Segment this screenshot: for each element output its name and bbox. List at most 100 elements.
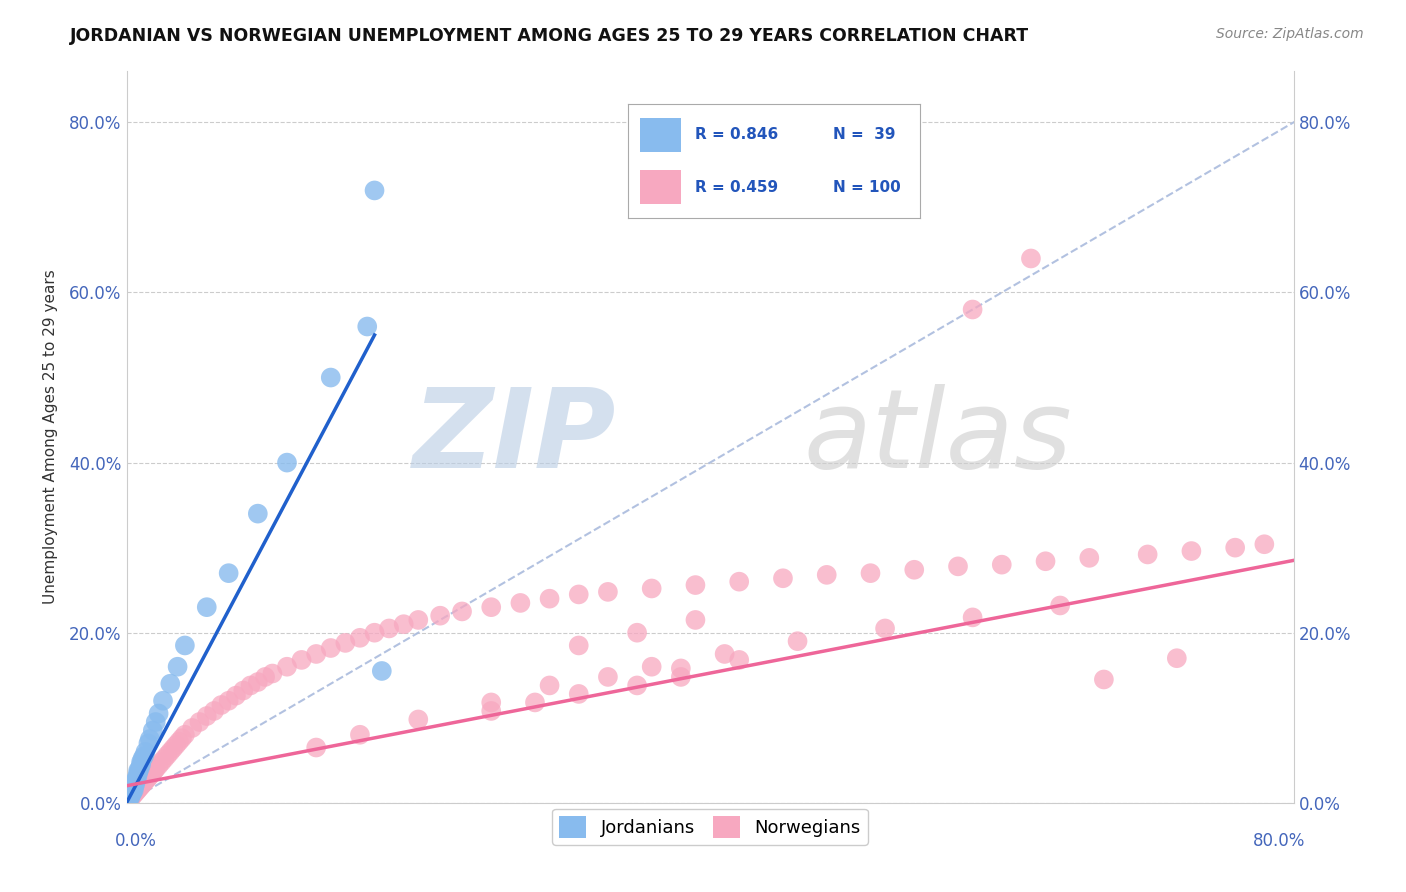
Point <box>131 751 153 765</box>
Point <box>772 571 794 585</box>
Point <box>124 777 146 791</box>
Point <box>538 678 561 692</box>
Point <box>728 653 751 667</box>
Point <box>626 678 648 692</box>
Point <box>162 741 184 756</box>
Point <box>479 600 502 615</box>
Point <box>127 764 149 778</box>
Point <box>262 666 284 681</box>
Point <box>713 647 735 661</box>
Point <box>124 786 146 800</box>
Point <box>626 625 648 640</box>
Point <box>254 670 277 684</box>
Point <box>479 704 502 718</box>
Point <box>1019 252 1042 266</box>
Point <box>669 670 692 684</box>
Point <box>132 775 155 789</box>
Point <box>786 634 808 648</box>
Point <box>685 578 707 592</box>
Point <box>239 678 262 692</box>
Legend: Jordanians, Norwegians: Jordanians, Norwegians <box>553 808 868 845</box>
Point <box>903 563 925 577</box>
Point <box>129 757 152 772</box>
Point <box>568 639 591 653</box>
Point <box>538 591 561 606</box>
Point <box>305 647 328 661</box>
Point <box>195 600 218 615</box>
Point <box>122 787 145 801</box>
Point <box>125 784 148 798</box>
Point <box>148 758 170 772</box>
Point <box>166 659 188 673</box>
Point <box>1180 544 1202 558</box>
Point <box>408 713 430 727</box>
Point <box>127 782 149 797</box>
Point <box>669 661 692 675</box>
Point <box>139 768 162 782</box>
Point <box>990 558 1012 572</box>
Point <box>363 183 385 197</box>
Point <box>246 507 269 521</box>
Point <box>120 790 142 805</box>
Point <box>568 687 591 701</box>
Point <box>174 728 197 742</box>
Point <box>122 783 145 797</box>
Point <box>363 625 385 640</box>
Point <box>153 751 176 765</box>
Point <box>378 622 401 636</box>
Point <box>946 559 969 574</box>
Text: ZIP: ZIP <box>413 384 617 491</box>
Point <box>142 723 165 738</box>
Point <box>349 631 371 645</box>
Point <box>165 738 187 752</box>
Point <box>596 670 619 684</box>
Point <box>132 749 155 764</box>
Point <box>170 731 193 746</box>
Point <box>129 779 152 793</box>
Text: 0.0%: 0.0% <box>115 832 156 850</box>
Point <box>640 659 664 673</box>
Point <box>962 302 984 317</box>
Text: 80.0%: 80.0% <box>1253 832 1305 850</box>
Point <box>120 789 142 803</box>
Point <box>875 622 897 636</box>
Point <box>159 677 181 691</box>
Point <box>319 640 342 655</box>
Point <box>125 772 148 786</box>
Point <box>524 695 547 709</box>
Point <box>118 792 141 806</box>
Point <box>568 587 591 601</box>
Point <box>202 704 225 718</box>
Point <box>122 779 145 793</box>
Point <box>118 791 141 805</box>
Point <box>408 613 430 627</box>
Point <box>305 740 328 755</box>
Point <box>1049 599 1071 613</box>
Point <box>962 610 984 624</box>
Point <box>141 767 163 781</box>
Point <box>174 639 197 653</box>
Point <box>1253 537 1275 551</box>
Point <box>728 574 751 589</box>
Point <box>125 770 148 784</box>
Point <box>1078 550 1101 565</box>
Point <box>429 608 451 623</box>
Point <box>218 566 240 581</box>
Point <box>349 728 371 742</box>
Point <box>131 777 153 791</box>
Point <box>139 731 162 746</box>
Point <box>117 793 139 807</box>
Point <box>128 780 150 795</box>
Point <box>145 714 167 729</box>
Point <box>392 617 415 632</box>
Point <box>152 694 174 708</box>
Point <box>509 596 531 610</box>
Point <box>1166 651 1188 665</box>
Point <box>371 664 394 678</box>
Point <box>335 636 357 650</box>
Point <box>138 770 160 784</box>
Point <box>195 709 218 723</box>
Text: atlas: atlas <box>803 384 1071 491</box>
Point <box>136 772 159 786</box>
Point <box>128 762 150 776</box>
